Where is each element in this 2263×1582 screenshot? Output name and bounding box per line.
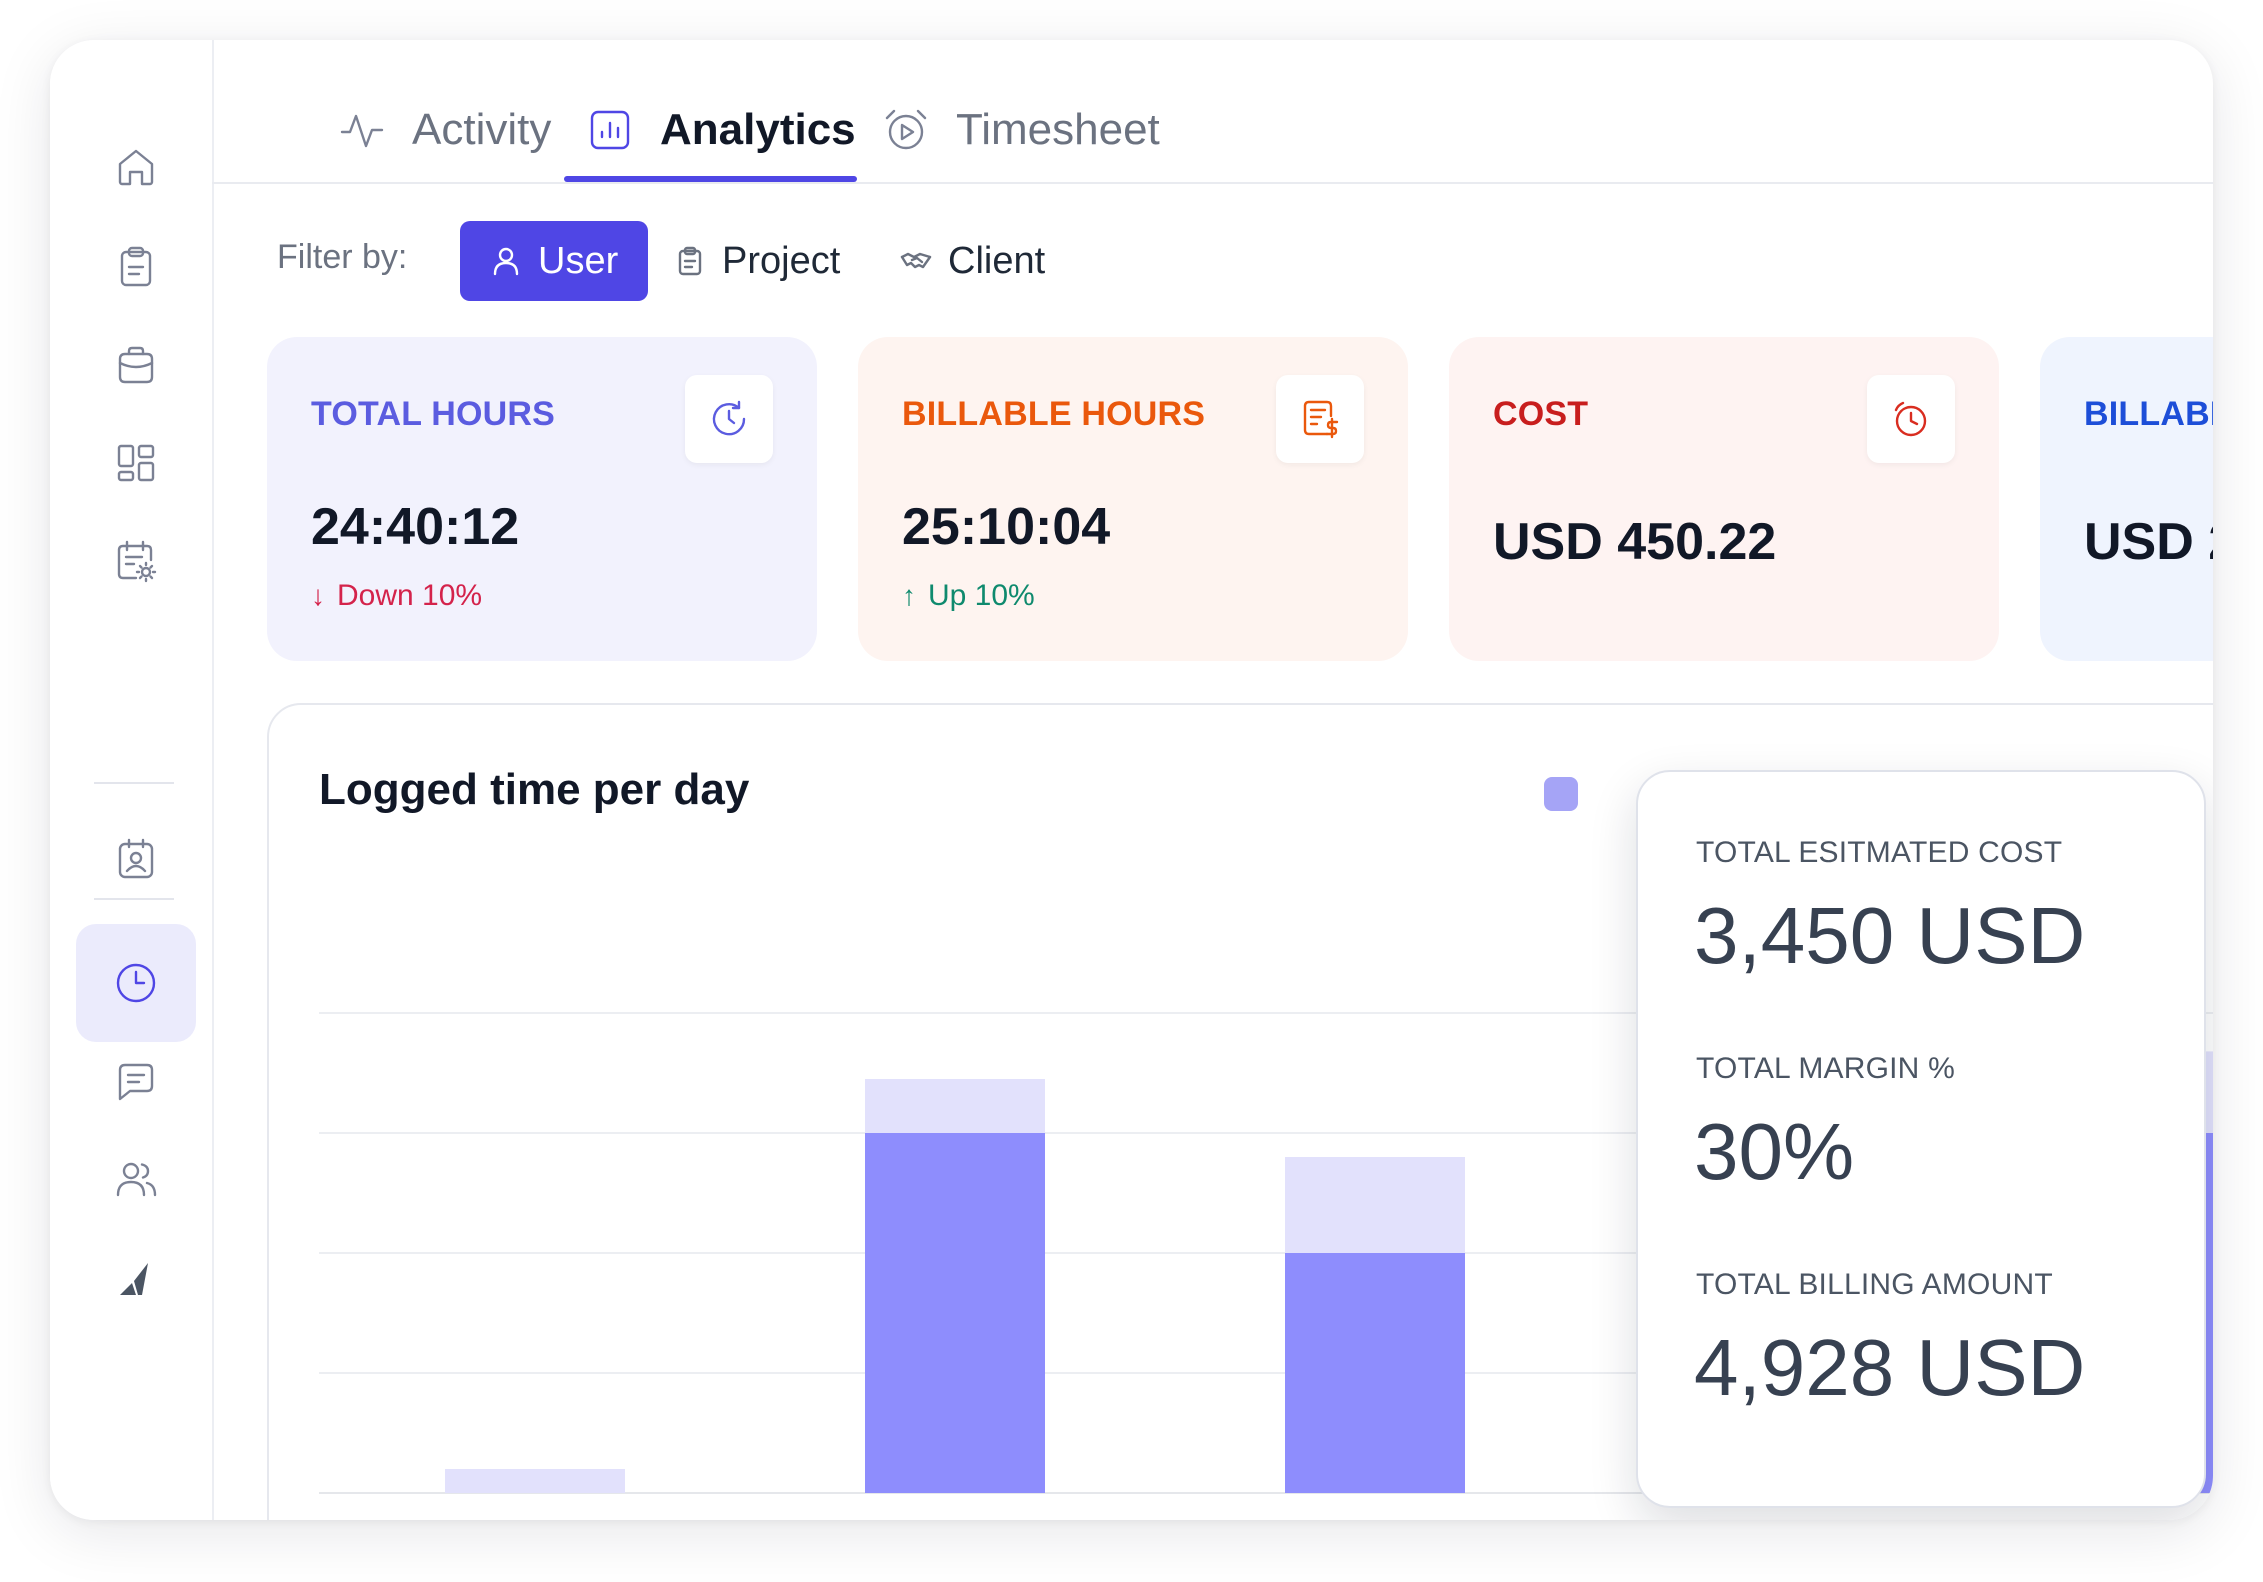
- bar-segment-secondary[interactable]: [445, 1469, 625, 1493]
- brand-logo-icon: [120, 1263, 148, 1295]
- filter-option-label: Client: [948, 239, 1046, 282]
- clock-alert-icon: [1894, 401, 1927, 437]
- tab-timesheet[interactable]: Timesheet: [882, 80, 1160, 180]
- arrow-down-icon: ↓: [311, 580, 325, 611]
- card-value: USD 450.22: [1493, 513, 1777, 571]
- chart-title: Logged time per day: [319, 765, 750, 814]
- briefcase-icon: [118, 346, 154, 384]
- card-change-text: Down 10%: [337, 579, 483, 612]
- card-title: BILLABL: [2084, 395, 2213, 433]
- filter-option-label: User: [538, 239, 619, 282]
- card-value: USD 2: [2084, 513, 2213, 571]
- card-title: COST: [1493, 395, 1589, 433]
- card-icon-box: [685, 375, 773, 463]
- card-icon-box: [1276, 375, 1364, 463]
- filter-project-button[interactable]: Project: [674, 221, 840, 301]
- nav-home[interactable]: [76, 108, 196, 226]
- legend-swatch: [1544, 777, 1578, 811]
- analytics-icon: [590, 110, 630, 150]
- popover-value: 3,450 USD: [1694, 891, 2086, 980]
- card-title: TOTAL HOURS: [311, 395, 555, 433]
- stat-card-billable-hours: BILLABLE HOURS 25:10:04 ↑ Up 10%: [858, 337, 1408, 661]
- tab-label: Activity: [412, 105, 552, 154]
- stat-card-total-hours: TOTAL HOURS 24:40:12 ↓ Down 10%: [267, 337, 817, 661]
- popover-value: 30%: [1694, 1107, 1855, 1196]
- invoice-dollar-icon: [1303, 400, 1339, 439]
- filter-label: Filter by:: [277, 238, 408, 276]
- tab-label: Analytics: [660, 105, 856, 154]
- nav-contacts[interactable]: [76, 800, 196, 918]
- arrow-up-icon: ↑: [902, 580, 916, 611]
- cost-summary-popover: TOTAL ESITMATED COST 3,450 USD TOTAL MAR…: [1636, 770, 2206, 1508]
- clipboard-icon: [120, 246, 152, 287]
- clock-icon: [116, 963, 156, 1003]
- nav-projects[interactable]: [76, 306, 196, 424]
- card-value: 24:40:12: [311, 498, 520, 556]
- card-change: ↑ Up 10%: [902, 579, 1035, 613]
- bar-segment-secondary[interactable]: [865, 1079, 1045, 1133]
- tab-analytics[interactable]: Analytics: [586, 80, 856, 180]
- card-change-text: Up 10%: [928, 579, 1035, 612]
- filter-client-button[interactable]: Client: [900, 221, 1045, 301]
- popover-label: TOTAL MARGIN %: [1696, 1052, 1955, 1085]
- popover-label: TOTAL BILLING AMOUNT: [1696, 1268, 2053, 1301]
- message-icon: [118, 1063, 154, 1101]
- card-value: 25:10:04: [902, 498, 1111, 556]
- nav-time-tracking[interactable]: [76, 924, 196, 1042]
- stat-card-billable-amount: BILLABL USD 2: [2040, 337, 2213, 661]
- sidebar-divider: [94, 782, 174, 784]
- card-icon-box: [1867, 375, 1955, 463]
- users-icon: [116, 1162, 157, 1197]
- popover-value: 4,928 USD: [1694, 1323, 2086, 1412]
- filter-user-button[interactable]: User: [460, 221, 649, 301]
- user-icon: [493, 247, 519, 276]
- sidebar-divider: [94, 898, 174, 900]
- clipboard-icon: [678, 246, 702, 276]
- app-window: Activity Analytics Timesheet Filter by: …: [50, 40, 2213, 1520]
- dashboard-grid-icon: [117, 444, 155, 482]
- bar-segment-primary[interactable]: [1285, 1253, 1465, 1493]
- card-change: ↓ Down 10%: [311, 579, 482, 613]
- card-title: BILLABLE HOURS: [902, 395, 1206, 433]
- nav-dashboard[interactable]: [76, 404, 196, 522]
- bar-segment-primary[interactable]: [865, 1133, 1045, 1493]
- nav-team[interactable]: [76, 1120, 196, 1238]
- bar-segment-secondary[interactable]: [1285, 1157, 1465, 1253]
- handshake-icon: [900, 252, 932, 269]
- calendar-settings-icon: [117, 540, 157, 583]
- nav-schedule-settings[interactable]: [76, 502, 196, 620]
- tab-label: Timesheet: [956, 105, 1160, 154]
- nav-messages[interactable]: [76, 1022, 196, 1140]
- activity-icon: [340, 114, 384, 148]
- contact-badge-icon: [118, 838, 154, 879]
- tab-bar: Activity Analytics Timesheet: [212, 40, 2213, 184]
- clock-history-icon: [712, 400, 746, 436]
- nav-brand[interactable]: [76, 1218, 196, 1336]
- alarm-clock-icon: [885, 109, 927, 150]
- nav-tasks[interactable]: [76, 208, 196, 326]
- sidebar: [50, 40, 214, 1520]
- home-icon: [118, 149, 154, 186]
- active-tab-indicator: [564, 176, 857, 182]
- filter-option-label: Project: [722, 239, 841, 282]
- tab-activity[interactable]: Activity: [338, 80, 551, 180]
- popover-label: TOTAL ESITMATED COST: [1696, 836, 2063, 869]
- stat-card-cost: COST USD 450.22: [1449, 337, 1999, 661]
